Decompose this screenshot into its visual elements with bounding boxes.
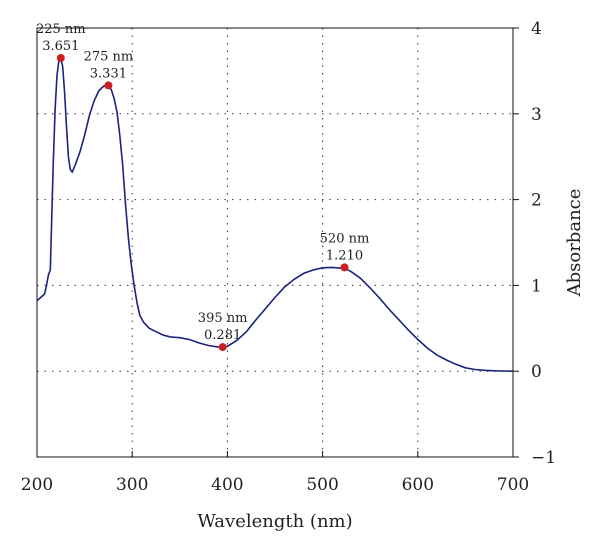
peak-value-label-1: 3.331	[90, 66, 127, 81]
x-axis-title: Wavelength (nm)	[197, 511, 352, 532]
grid	[37, 28, 513, 457]
peak-marker-3	[340, 263, 349, 272]
peak-annotations: 225 nm 3.651 275 nm 3.331 395 nm 0.281 520 nm 1…	[36, 22, 369, 343]
peak-value-label-0: 3.651	[42, 39, 79, 54]
plot-frame	[36, 27, 514, 458]
peak-marker-0	[56, 53, 65, 62]
peak-marker-2	[218, 343, 227, 352]
y-tick-label--1: −1	[531, 448, 556, 468]
peak-value-label-2: 0.281	[204, 328, 241, 343]
peak-value-label-3: 1.210	[326, 248, 363, 263]
y-tick-label-4: 4	[531, 19, 542, 39]
peak-wavelength-label-2: 395 nm	[198, 311, 248, 326]
peak-marker-1	[104, 81, 113, 90]
x-tick-label-500: 500	[306, 475, 338, 495]
peak-wavelength-label-3: 520 nm	[320, 231, 370, 246]
y-tick-label-0: 0	[531, 362, 542, 382]
x-tick-label-600: 600	[402, 475, 434, 495]
x-tick-label-700: 700	[497, 475, 529, 495]
peak-wavelength-label-0: 225 nm	[36, 22, 86, 37]
x-tick-label-300: 300	[116, 475, 148, 495]
y-tick-label-1: 1	[531, 276, 542, 296]
y-tick-label-2: 2	[531, 191, 542, 211]
y-tick-label-3: 3	[531, 105, 542, 125]
peak-markers	[56, 53, 349, 352]
y-axis-title: Absorbance	[564, 189, 585, 298]
x-tick-label-200: 200	[21, 475, 53, 495]
peak-wavelength-label-1: 275 nm	[84, 49, 134, 64]
axis-ticks: 200 300 400 500 600 700−1 0 1 2 3 4	[21, 19, 556, 495]
x-tick-label-400: 400	[211, 475, 243, 495]
series-line	[36, 55, 514, 372]
